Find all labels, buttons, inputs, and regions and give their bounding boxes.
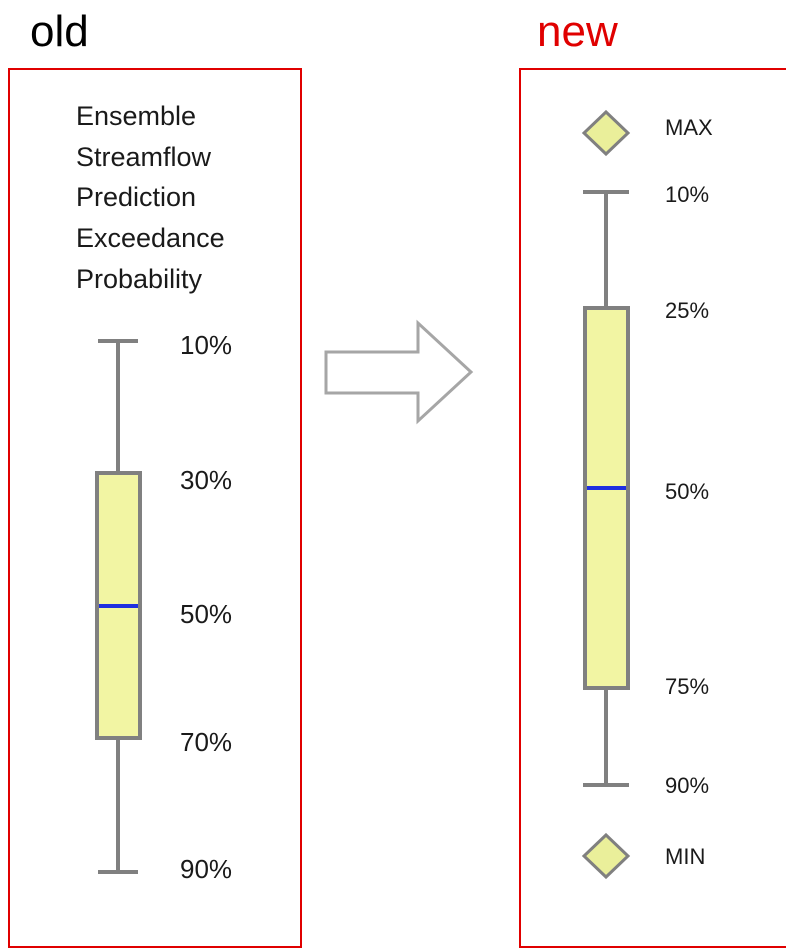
- new-box: [583, 306, 630, 690]
- old-boxplot: [95, 339, 142, 874]
- old-label-whisker-bottom: 90%: [180, 854, 233, 884]
- description-line-3: Prediction: [76, 182, 197, 212]
- new-label-whisker-top: 10%: [665, 182, 710, 207]
- new-label-median: 50%: [665, 479, 710, 504]
- old-label-box-top: 30%: [180, 465, 233, 495]
- description-line-5: Probability: [76, 264, 203, 294]
- description-line-4: Exceedance: [76, 223, 225, 253]
- new-heading: new: [537, 7, 618, 56]
- new-label-max: MAX: [665, 115, 713, 140]
- old-label-box-bottom: 70%: [180, 727, 233, 757]
- old-label-median: 50%: [180, 599, 233, 629]
- new-boxplot: [581, 109, 631, 880]
- max-diamond-icon: [581, 109, 631, 157]
- old-heading: old: [30, 7, 89, 56]
- diagram-graphics: [95, 109, 631, 880]
- description-line-1: Ensemble: [76, 101, 197, 131]
- new-label-whisker-bottom: 90%: [665, 773, 710, 798]
- min-diamond-icon: [581, 832, 631, 880]
- new-label-box-top: 25%: [665, 298, 710, 323]
- description-line-2: Streamflow: [76, 142, 212, 172]
- new-label-min: MIN: [665, 844, 706, 869]
- new-label-box-bottom: 75%: [665, 674, 710, 699]
- old-label-whisker-top: 10%: [180, 330, 233, 360]
- right-arrow-icon: [324, 319, 474, 425]
